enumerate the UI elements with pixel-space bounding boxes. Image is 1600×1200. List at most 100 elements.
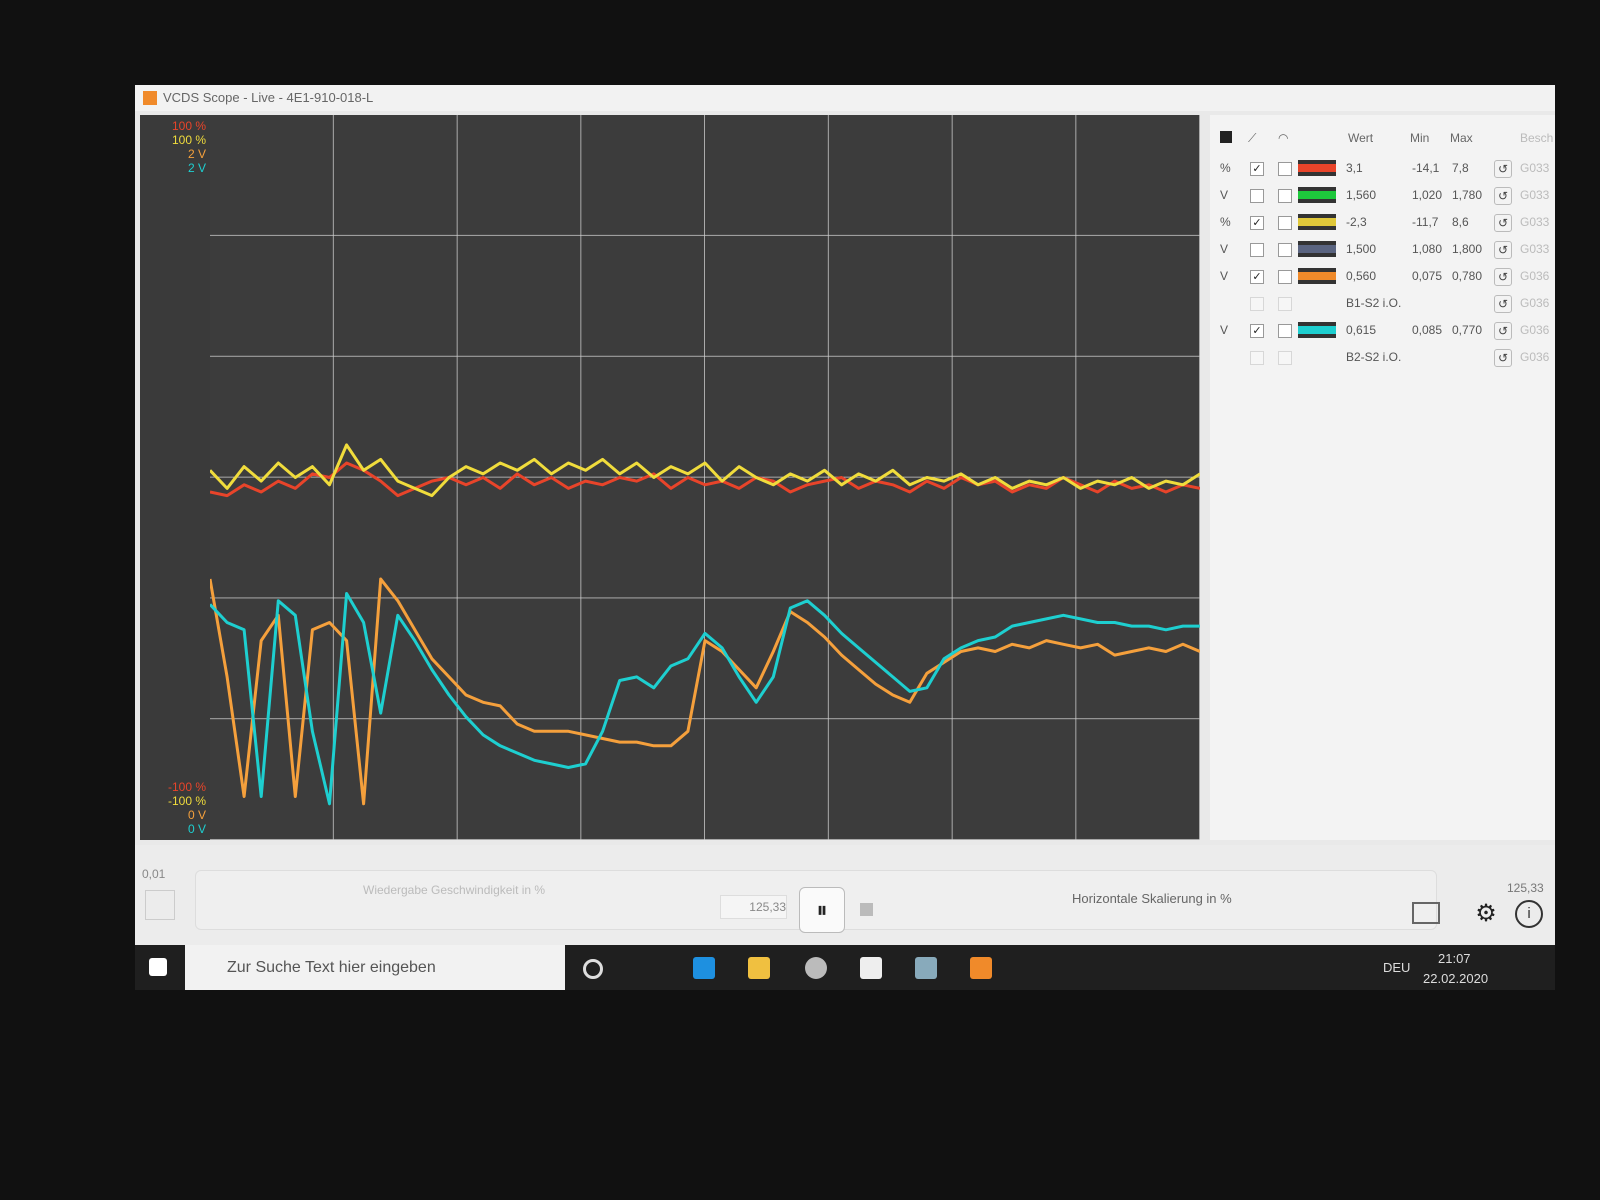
axis-bottom-label: -100 % (167, 780, 206, 794)
min: -11,7 (1412, 215, 1439, 229)
unit: V (1220, 323, 1229, 337)
gauge-checkbox[interactable] (1278, 189, 1292, 203)
search-box[interactable]: Zur Suche Text hier eingeben (185, 945, 565, 990)
channel-row: B1-S2 i.O. ↺ G036 (1210, 290, 1555, 317)
reset-button[interactable]: ↺ (1494, 214, 1512, 232)
scope-plot (210, 115, 1200, 840)
channel-id: G036 (1520, 269, 1550, 283)
unit: V (1220, 242, 1229, 256)
select-all-icon[interactable] (1220, 131, 1232, 143)
show-checkbox[interactable]: ✓ (1250, 162, 1264, 176)
controls: 0,01 Wiedergabe Geschwindigkeit in % 125… (135, 845, 1555, 945)
color-swatch (1298, 160, 1336, 176)
app-icon (143, 91, 157, 105)
show-checkbox[interactable]: ✓ (1250, 324, 1264, 338)
reset-button[interactable]: ↺ (1494, 160, 1512, 178)
folder-button[interactable] (145, 890, 175, 920)
min: 0,085 (1412, 323, 1443, 337)
channel-row: % ✓ 3,1 -14,1 7,8 ↺ G033 (1210, 155, 1555, 182)
cortana-icon[interactable] (583, 959, 603, 979)
channel-id: G033 (1520, 161, 1550, 175)
layout-button[interactable] (1412, 902, 1440, 924)
stop-button[interactable] (860, 903, 873, 916)
info-button[interactable]: i (1515, 900, 1543, 928)
unit: % (1220, 215, 1231, 229)
reset-button[interactable]: ↺ (1494, 241, 1512, 259)
show-checkbox[interactable] (1250, 243, 1264, 257)
gauge-checkbox[interactable] (1278, 351, 1292, 365)
pause-button[interactable]: ⏸ (799, 887, 845, 933)
trace (210, 592, 1200, 806)
reset-button[interactable]: ↺ (1494, 349, 1512, 367)
show-checkbox[interactable]: ✓ (1250, 270, 1264, 284)
explorer-icon[interactable] (748, 957, 770, 979)
reset-button[interactable]: ↺ (1494, 187, 1512, 205)
vcds-icon[interactable] (915, 957, 937, 979)
gauge-checkbox[interactable] (1278, 297, 1292, 311)
trace (210, 577, 1200, 806)
left-value: 0,01 (142, 867, 166, 881)
gauge-checkbox[interactable] (1278, 243, 1292, 257)
app-window: VCDS Scope - Live - 4E1-910-018-L 100 % -… (135, 85, 1555, 945)
axis-top-label: 2 V (187, 147, 206, 161)
channel-id: G036 (1520, 296, 1550, 310)
trace (210, 461, 1200, 498)
reset-button[interactable]: ↺ (1494, 268, 1512, 286)
value: -2,3 (1346, 215, 1367, 229)
min: 1,080 (1412, 242, 1443, 256)
channel-row: V 1,500 1,080 1,800 ↺ G033 (1210, 236, 1555, 263)
edge-icon[interactable] (693, 957, 715, 979)
channel-id: G033 (1520, 188, 1550, 202)
axis-top-label: 2 V (187, 161, 206, 175)
value: 1,500 (1346, 242, 1377, 256)
unit: V (1220, 188, 1229, 202)
max: 0,770 (1452, 323, 1483, 337)
gauge-checkbox[interactable] (1278, 216, 1292, 230)
axis-top-label: 100 % (171, 119, 206, 133)
clock-date: 22.02.2020 (1423, 971, 1489, 986)
unit: % (1220, 161, 1231, 175)
trace-icon: ⟋ (1248, 131, 1257, 145)
show-checkbox[interactable]: ✓ (1250, 216, 1264, 230)
start-button[interactable] (149, 958, 167, 976)
reset-button[interactable]: ↺ (1494, 322, 1512, 340)
color-swatch (1298, 322, 1336, 338)
value: B2-S2 i.O. (1346, 350, 1402, 364)
scope-icon[interactable] (970, 957, 992, 979)
clock-time: 21:07 (1438, 951, 1471, 966)
settings-button[interactable]: ⚙ (1475, 900, 1497, 927)
min: 1,020 (1412, 188, 1443, 202)
settings-app-icon[interactable] (805, 957, 827, 979)
header-max: Max (1450, 131, 1473, 145)
speed-value[interactable]: 125,33 (720, 895, 787, 919)
axis-label-column: 100 % -100 % 100 % -100 % 2 V 0 V 2 V 0 V (140, 115, 210, 840)
header-wert: Wert (1348, 131, 1374, 145)
max: 7,8 (1452, 161, 1469, 175)
channel-row: B2-S2 i.O. ↺ G036 (1210, 344, 1555, 371)
show-checkbox[interactable] (1250, 351, 1264, 365)
channel-id: G036 (1520, 350, 1550, 364)
reset-button[interactable]: ↺ (1494, 295, 1512, 313)
taskbar: Zur Suche Text hier eingeben DEU 21:07 2… (135, 945, 1555, 990)
window-title: VCDS Scope - Live - 4E1-910-018-L (163, 90, 374, 105)
axis-bottom-label: -100 % (167, 794, 206, 808)
grid (210, 115, 1200, 840)
gauge-checkbox[interactable] (1278, 270, 1292, 284)
max: 8,6 (1452, 215, 1469, 229)
value: 0,560 (1346, 269, 1377, 283)
gauge-checkbox[interactable] (1278, 162, 1292, 176)
axis-bottom-label: 0 V (187, 808, 206, 822)
gauge-checkbox[interactable] (1278, 324, 1292, 338)
show-checkbox[interactable] (1250, 189, 1264, 203)
max: 0,780 (1452, 269, 1483, 283)
gauge-icon: ◠ (1278, 131, 1289, 145)
channel-row: % ✓ -2,3 -11,7 8,6 ↺ G033 (1210, 209, 1555, 236)
language: DEU (1383, 960, 1411, 975)
speed-label: Wiedergabe Geschwindigkeit in % (363, 883, 546, 897)
channel-row: V 1,560 1,020 1,780 ↺ G033 (1210, 182, 1555, 209)
show-checkbox[interactable] (1250, 297, 1264, 311)
channel-id: G036 (1520, 323, 1550, 337)
channel-row: V ✓ 0,615 0,085 0,770 ↺ G036 (1210, 317, 1555, 344)
mail-icon[interactable] (860, 957, 882, 979)
